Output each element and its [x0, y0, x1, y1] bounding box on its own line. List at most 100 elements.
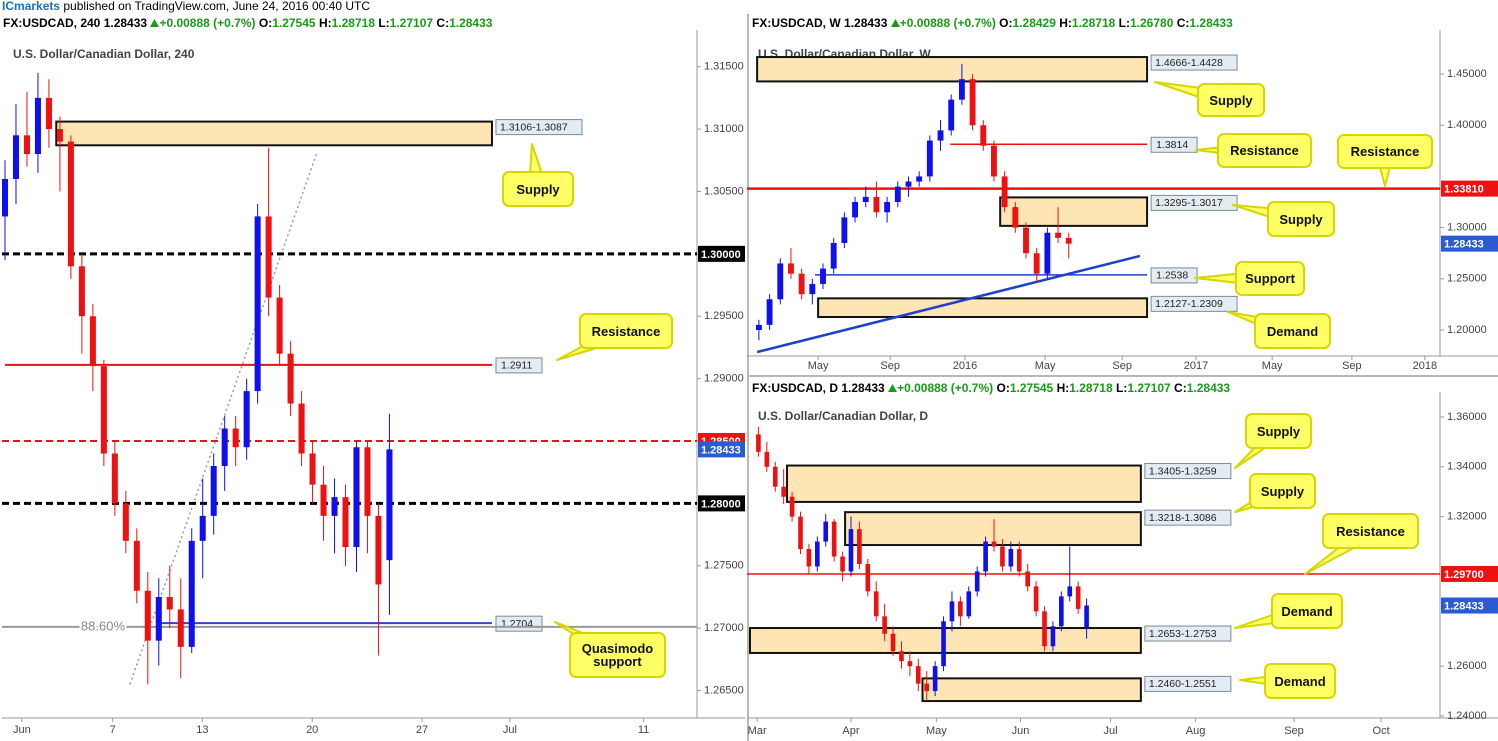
- y-tick-label: 1.31000: [704, 123, 744, 135]
- chart-header: FX:USDCAD, 240 1.28433 +0.00888 (+0.7%) …: [3, 15, 492, 31]
- price-tag-label: 1.28433: [1444, 239, 1484, 251]
- x-tick-label: 27: [416, 724, 428, 736]
- zone: [844, 511, 1142, 547]
- y-tick-label: 1.45000: [1447, 68, 1487, 80]
- ohlc-value: 1.27545: [1009, 381, 1054, 395]
- candle-body: [1059, 596, 1064, 627]
- y-tick-label: 1.36000: [1447, 411, 1487, 423]
- x-tick-label: May: [1262, 360, 1283, 372]
- ohlc-key: O:: [258, 16, 273, 30]
- candle-body: [873, 196, 880, 213]
- zone-label: 1.2653-1.2753: [1149, 628, 1217, 640]
- candle-body: [974, 571, 980, 592]
- price-tag: [698, 245, 745, 262]
- callout-box: [1322, 513, 1419, 549]
- zone-label-box: [1144, 463, 1232, 480]
- ohlc-value: 1.27107: [1127, 381, 1171, 395]
- candle-body: [342, 497, 349, 548]
- candle-body: [980, 125, 987, 146]
- zone: [786, 464, 1142, 503]
- callout-box: [579, 313, 673, 349]
- trendline: [129, 151, 319, 685]
- callout-text: Demand: [1274, 673, 1326, 689]
- x-tick-label: Oct: [1373, 725, 1390, 737]
- change: +0.00888 (+0.7%): [159, 16, 256, 30]
- callout-box: [1235, 261, 1305, 296]
- callout-text: Supply: [1256, 423, 1301, 439]
- candle-body: [188, 540, 195, 647]
- ohlc-value: 1.26780: [1129, 16, 1174, 30]
- zone-label: 1.3295-1.3017: [1155, 197, 1223, 209]
- callout-box: [1245, 413, 1312, 449]
- callout: Supply: [1256, 423, 1301, 439]
- candle-body: [1084, 605, 1089, 628]
- chart-header: FX:USDCAD, D 1.28433 +0.00888 (+0.7%) O:…: [752, 380, 1230, 396]
- ohlc-value: 1.28433: [1189, 16, 1233, 30]
- change: +0.00888 (+0.7%): [899, 16, 996, 30]
- x-tick-label: May: [808, 360, 829, 372]
- y-tick-label: 1.20000: [1447, 324, 1487, 336]
- callout-text: Supply: [1260, 483, 1305, 499]
- candle-body: [772, 466, 778, 487]
- x-tick-label: Jul: [1104, 725, 1118, 737]
- candle-body: [177, 609, 184, 647]
- candle-body: [823, 521, 829, 542]
- candle-body: [1016, 549, 1022, 572]
- callout: Supply: [516, 183, 559, 196]
- last-price: 1.28433: [841, 381, 885, 395]
- candle-body: [100, 366, 107, 454]
- candle-body: [932, 666, 938, 692]
- price-tag-label: 1.30000: [701, 249, 741, 261]
- callout: Supply: [1260, 483, 1305, 499]
- level-label-box: [1150, 267, 1198, 284]
- zone-label: 1.3218-1.3086: [1149, 512, 1217, 524]
- candle-body: [1042, 611, 1047, 647]
- candle-body: [1033, 253, 1040, 274]
- x-tick-label: Mar: [748, 725, 767, 737]
- candle-body: [1044, 232, 1051, 274]
- publisher: ICmarkets: [2, 0, 61, 13]
- ohlc-value: 1.28433: [1186, 381, 1231, 395]
- candle-body: [991, 541, 997, 547]
- callout-box: [569, 632, 666, 678]
- x-tick-label: 13: [196, 724, 208, 736]
- ohlc-value: 1.28718: [1071, 16, 1116, 30]
- zone: [921, 677, 1142, 703]
- candle-body: [958, 601, 963, 617]
- candle-body: [991, 145, 997, 177]
- symbol: FX:USDCAD, 240: [3, 16, 101, 30]
- callout-box: [1197, 83, 1265, 117]
- callout-box: [1267, 201, 1335, 237]
- zone-label: 1.2460-1.2551: [1149, 678, 1217, 690]
- callout-text: Supply: [1279, 211, 1323, 227]
- x-tick-label: Sep: [1342, 360, 1362, 372]
- callout: Resistance: [1350, 144, 1420, 159]
- candle-body: [78, 266, 85, 317]
- candle-body: [12, 135, 20, 179]
- candle-body: [287, 353, 294, 404]
- candle-body: [926, 140, 933, 177]
- x-tick-label: Jun: [1012, 725, 1030, 737]
- candle-body: [798, 273, 805, 295]
- zone-label-box: [1150, 54, 1238, 71]
- candle-body: [890, 633, 896, 652]
- callout: Resistance: [592, 325, 661, 338]
- candle-body: [34, 97, 41, 155]
- x-tick-label: 2016: [953, 360, 977, 372]
- ohlc-key: C:: [436, 16, 450, 30]
- published-text: published on TradingView.com, June 24, 2…: [63, 0, 371, 13]
- candle-body: [309, 453, 316, 485]
- price-tag: [1441, 235, 1498, 252]
- symbol: FX:USDCAD, D: [752, 381, 838, 395]
- callout-text: Supply: [1209, 92, 1253, 108]
- candle-body: [905, 181, 912, 187]
- candle-body: [1012, 207, 1019, 228]
- callout-box: [1217, 133, 1312, 168]
- candle-body: [882, 616, 887, 634]
- candle-body: [331, 497, 338, 516]
- callout-text: Demand: [1281, 603, 1333, 619]
- change: +0.00888 (+0.7%): [897, 381, 994, 395]
- candle-body: [781, 486, 786, 497]
- callout-text: Resistance: [1350, 144, 1420, 159]
- level-label: 1.2704: [501, 618, 533, 630]
